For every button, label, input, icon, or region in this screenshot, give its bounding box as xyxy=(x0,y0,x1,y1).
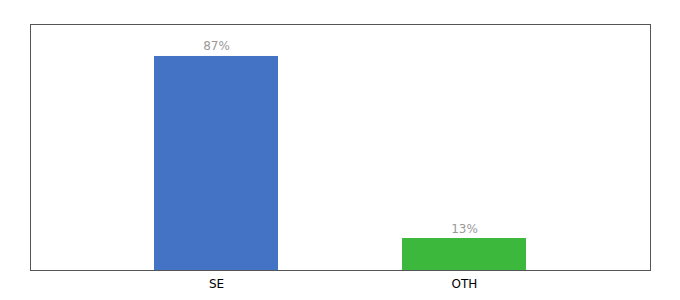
svg-text:SE: SE xyxy=(209,277,224,291)
svg-text:OTH: OTH xyxy=(452,277,478,291)
svg-text:13%: 13% xyxy=(451,222,478,236)
svg-text:87%: 87% xyxy=(203,39,230,53)
